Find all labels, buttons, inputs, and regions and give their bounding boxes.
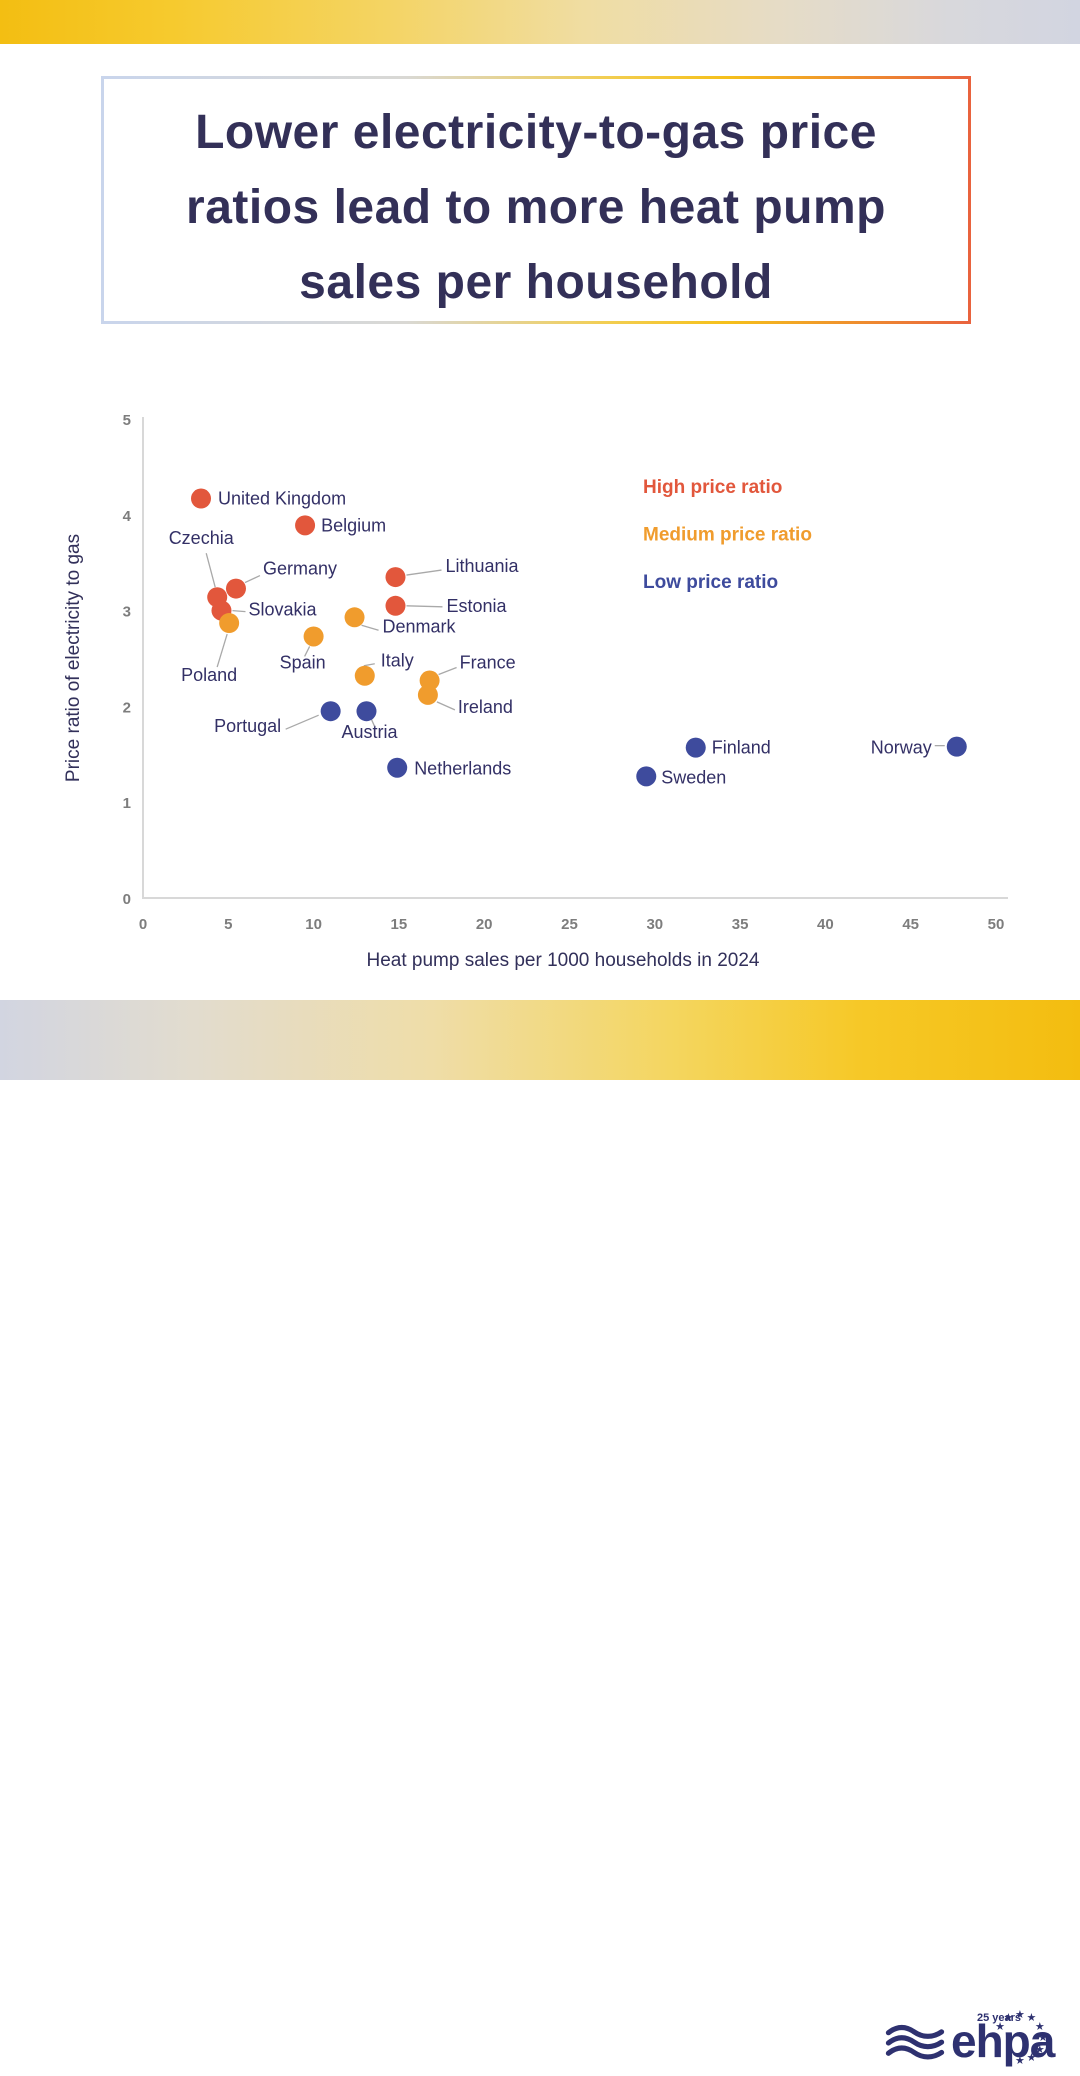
x-tick-label-45: 45 [902,916,919,933]
ehpa-logo: ehpa 25 years ★ ★ ★ ★ ★ ★ ★ ★ ★ [885,2006,1070,2076]
leader-line-poland [216,633,228,668]
leader-line-germany [244,574,261,584]
point-label-belgium: Belgium [321,515,386,535]
page-title-line-3: sales per household [299,255,773,309]
y-tick-label-1: 1 [123,795,131,812]
x-tick-label-50: 50 [988,916,1005,933]
data-point-spain [303,626,324,647]
point-label-lithuania: Lithuania [445,556,519,576]
leader-line-slovakia [232,609,246,613]
y-tick-label-0: 0 [123,891,131,908]
data-point-germany [225,578,246,599]
data-point-portugal [320,701,341,722]
x-tick-label-15: 15 [391,916,408,933]
x-tick-label-20: 20 [476,916,493,933]
point-label-poland: Poland [181,665,237,685]
x-axis-title: Heat pump sales per 1000 households in 2… [367,950,760,971]
point-label-portugal: Portugal [214,716,281,736]
eu-star-icon: ★ [1038,2032,1048,2044]
point-label-ireland: Ireland [458,697,513,717]
title-box: Lower electricity-to-gas price ratios le… [101,76,971,324]
point-label-austria: Austria [341,722,398,742]
x-tick-label-10: 10 [305,916,322,933]
leader-line-france [438,666,457,676]
leader-line-portugal [285,714,319,730]
point-label-germany: Germany [263,559,337,579]
y-tick-label-3: 3 [123,604,131,621]
leader-line-spain [304,646,311,657]
point-label-czechia: Czechia [169,528,235,548]
x-tick-label-35: 35 [732,916,749,933]
y-axis-title: Price ratio of electricity to gas [63,534,84,782]
data-point-netherlands [387,757,408,778]
page-title-line-1: Lower electricity-to-gas price [195,105,877,159]
legend-item-low-price-ratio: Low price ratio [643,572,778,593]
leader-line-lithuania [406,569,442,576]
data-point-lithuania [385,567,406,588]
point-label-italy: Italy [381,651,414,671]
point-label-spain: Spain [280,652,326,672]
data-point-estonia [385,595,406,616]
x-tick-label-30: 30 [646,916,663,933]
legend-item-high-price-ratio: High price ratio [643,477,782,498]
eu-star-icon: ★ [1015,2009,1025,2021]
bottom-banner-gradient: ehpa 25 years ★ ★ ★ ★ ★ ★ ★ ★ ★ [0,1000,1080,2067]
y-tick-label-5: 5 [123,412,131,429]
eu-star-icon: ★ [1015,2055,1025,2067]
data-point-austria [356,701,377,722]
x-tick-label-5: 5 [224,916,232,933]
data-point-norway [946,736,967,757]
point-label-slovakia: Slovakia [248,600,317,620]
eu-star-icon: ★ [1003,2012,1014,2025]
leader-line-italy [363,663,375,667]
page-title-line-2: ratios lead to more heat pump [186,180,886,234]
data-point-italy [354,665,375,686]
y-tick-label-4: 4 [123,508,132,525]
point-label-sweden: Sweden [661,767,726,787]
point-label-netherlands: Netherlands [414,759,511,779]
point-label-denmark: Denmark [383,616,457,636]
eu-star-icon: ★ [1034,2043,1045,2056]
eu-star-icon: ★ [1034,2020,1045,2033]
data-point-poland [219,613,240,634]
point-label-united-kingdom: United Kingdom [218,489,346,509]
data-point-belgium [295,515,316,536]
leader-line-denmark [361,624,379,631]
data-point-united-kingdom [191,488,212,509]
point-label-estonia: Estonia [446,596,507,616]
point-label-finland: Finland [712,738,771,758]
legend-item-medium-price-ratio: Medium price ratio [643,525,812,546]
leader-line-estonia [406,605,443,608]
top-banner-gradient [0,0,1080,44]
x-tick-label-0: 0 [139,916,147,933]
y-tick-label-2: 2 [123,699,131,716]
data-point-denmark [344,607,365,628]
point-label-france: France [460,653,516,673]
leader-line-czechia [205,553,216,588]
x-tick-label-25: 25 [561,916,578,933]
x-tick-label-40: 40 [817,916,834,933]
data-point-finland [685,737,706,758]
eu-stars-icon: ★ ★ ★ ★ ★ ★ ★ ★ ★ [885,2006,1070,2076]
leader-line-ireland [436,701,456,711]
eu-star-icon: ★ [1026,2051,1037,2064]
point-label-norway: Norway [871,738,932,758]
data-point-sweden [636,766,657,787]
data-point-ireland [417,684,438,705]
